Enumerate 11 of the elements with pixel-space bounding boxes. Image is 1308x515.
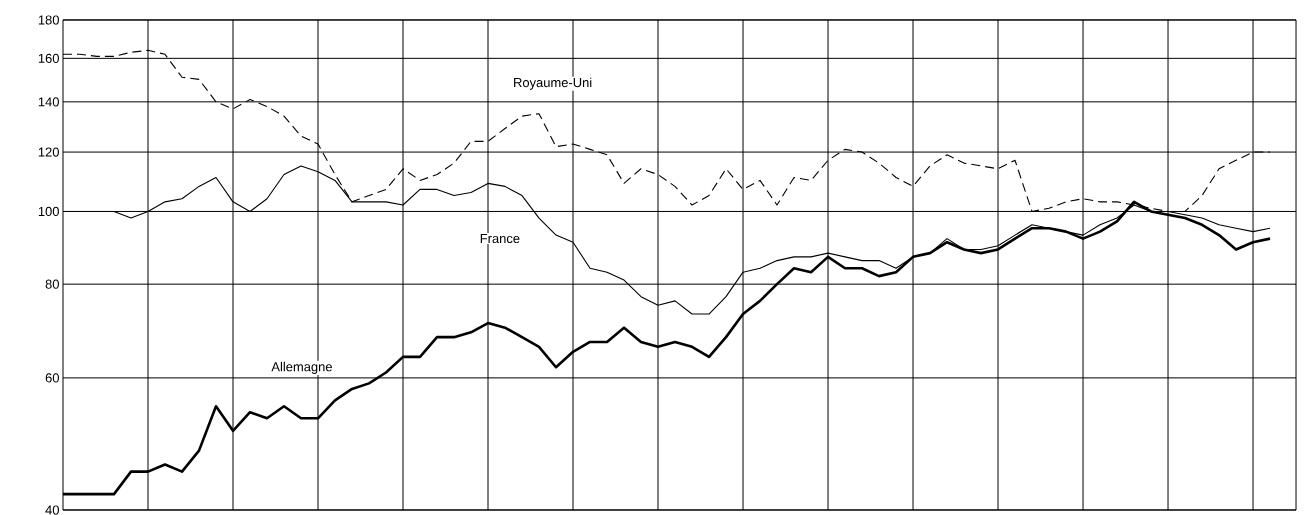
y-tick-label: 100 [38, 206, 59, 217]
y-tick-label: 120 [38, 147, 59, 157]
y-tick-label: 40 [45, 505, 59, 515]
text: Royaume-Uni [514, 77, 592, 90]
y-tick-label: 160 [38, 53, 59, 63]
y-tick-label: 140 [38, 97, 59, 107]
series-label: Allemagne [271, 361, 332, 374]
series-label: France [480, 234, 520, 244]
y-tick-label: 60 [45, 373, 59, 383]
y-tick-label: 180 [38, 15, 59, 25]
y-tick-label: 80 [45, 279, 59, 289]
